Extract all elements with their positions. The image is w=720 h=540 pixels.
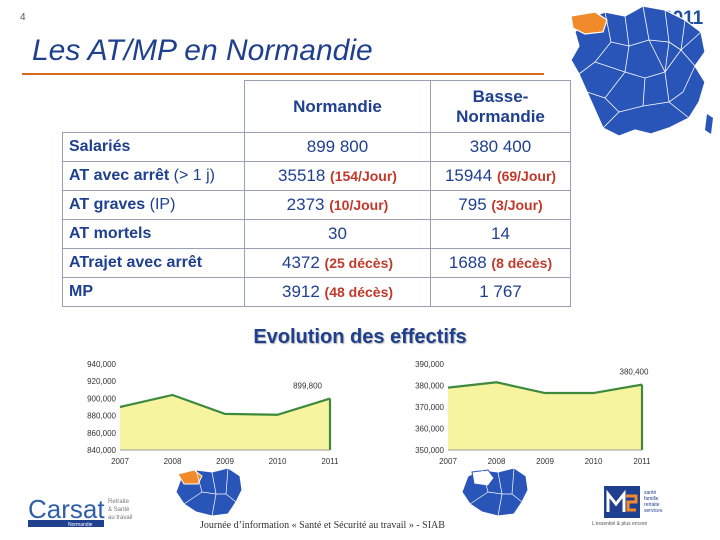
- table-row: ATrajet avec arrêt 4372 (25 décès) 1688 (8…: [62, 248, 571, 278]
- column-header-basse-normandie: Basse- Normandie: [430, 80, 571, 133]
- series-line: [119, 393, 331, 416]
- footer-text: Journée d’information « Santé et Sécurit…: [200, 520, 445, 531]
- cell-normandie: 3912 (48 décès): [244, 277, 431, 307]
- x-tick-label: 2009: [216, 457, 234, 466]
- column-header-normandie: Normandie: [244, 80, 431, 133]
- row-label: ATrajet avec arrêt: [62, 248, 245, 278]
- y-tick-label: 880,000: [87, 412, 116, 421]
- cell-basse-normandie: 380 400: [430, 132, 571, 162]
- svg-text:famille: famille: [644, 496, 659, 502]
- data-label: 380,400: [620, 368, 649, 377]
- table-row: Salariés 899 800 380 400: [62, 132, 571, 162]
- svg-text:retraite: retraite: [644, 502, 660, 508]
- cell-normandie: 2373 (10/Jour): [244, 190, 431, 220]
- chart-section-title: Evolution des effectifs: [253, 326, 467, 348]
- y-tick-label: 390,000: [415, 360, 444, 369]
- cell-basse-normandie: 795 (3/Jour): [430, 190, 571, 220]
- table-header-row: Normandie Basse- Normandie: [63, 80, 571, 133]
- cell-basse-normandie: 15944 (69/Jour): [430, 161, 571, 191]
- y-tick-label: 840,000: [87, 446, 116, 455]
- row-label: AT avec arrêt (> 1 j): [62, 161, 245, 191]
- chart-basse-normandie-effectifs: 350,000 360,000 370,000 380,000 390,000 2007 2…: [415, 360, 650, 466]
- svg-text:Normandie: Normandie: [68, 522, 93, 528]
- chart-normandie-effectifs: 840,000 860,000 880,000 900,000 920,000 940,0…: [87, 360, 338, 466]
- y-tick-label: 380,000: [415, 382, 444, 391]
- svg-text:au travail: au travail: [108, 515, 132, 521]
- y-tick-label: 360,000: [415, 425, 444, 434]
- x-tick-label: 2007: [439, 457, 457, 466]
- data-label: 899,800: [293, 382, 322, 391]
- page-number: 4: [20, 12, 26, 23]
- cell-normandie: 35518 (154/Jour): [244, 161, 431, 191]
- x-tick-label: 2008: [164, 457, 182, 466]
- cell-normandie: 4372 (25 décès): [244, 248, 431, 278]
- cell-basse-normandie: 1688 (8 décès): [430, 248, 571, 278]
- y-tick-label: 860,000: [87, 429, 116, 438]
- page-title: Les AT/MP en Normandie: [32, 34, 373, 67]
- x-tick-label: 2008: [488, 457, 506, 466]
- y-tick-label: 900,000: [87, 394, 116, 403]
- stats-table: Normandie Basse- Normandie Salariés 899 8…: [62, 80, 571, 307]
- carsat-logo: Carsat Retraite & Santé au travail Norma…: [28, 494, 178, 533]
- x-tick-label: 2011: [321, 457, 338, 466]
- normandie-map-icon: [175, 467, 243, 517]
- title-underline: [22, 73, 544, 75]
- svg-text:L’essentiel & plus encore: L’essentiel & plus encore: [592, 521, 648, 527]
- table-row: AT graves (IP) 2373 (10/Jour) 795 (3/Jour): [62, 190, 571, 220]
- msa-logo: santé famille retraite services L’essent…: [592, 486, 692, 533]
- x-tick-label: 2007: [111, 457, 129, 466]
- y-tick-label: 350,000: [415, 446, 444, 455]
- row-label: Salariés: [62, 132, 245, 162]
- cell-normandie: 30: [244, 219, 431, 249]
- basse-normandie-map-icon: [461, 467, 529, 517]
- svg-text:Retraite: Retraite: [108, 499, 130, 505]
- x-tick-label: 2010: [269, 457, 287, 466]
- france-map-icon: [570, 5, 713, 137]
- table-row: MP 3912 (48 décès) 1 767: [62, 277, 571, 307]
- svg-text:santé: santé: [644, 490, 656, 496]
- table-row: AT mortels 30 14: [62, 219, 571, 249]
- cell-basse-normandie: 1 767: [430, 277, 571, 307]
- svg-text:& Santé: & Santé: [108, 507, 130, 513]
- area-fill: [448, 382, 642, 450]
- row-label: AT mortels: [62, 219, 245, 249]
- series-line: [447, 381, 643, 395]
- y-tick-label: 370,000: [415, 403, 444, 412]
- cell-normandie: 899 800: [244, 132, 431, 162]
- area-fill: [120, 394, 330, 450]
- table-row: AT avec arrêt (> 1 j) 35518 (154/Jour) 159…: [62, 161, 571, 191]
- row-label: MP: [62, 277, 245, 307]
- x-tick-label: 2010: [585, 457, 603, 466]
- table-corner: [63, 81, 245, 133]
- row-label: AT graves (IP): [62, 190, 245, 220]
- x-tick-label: 2011: [633, 457, 650, 466]
- x-tick-label: 2009: [536, 457, 554, 466]
- carsat-logo-text: Carsat: [28, 494, 105, 524]
- y-tick-label: 920,000: [87, 377, 116, 386]
- cell-basse-normandie: 14: [430, 219, 571, 249]
- y-tick-label: 940,000: [87, 360, 116, 369]
- svg-text:services: services: [644, 508, 663, 514]
